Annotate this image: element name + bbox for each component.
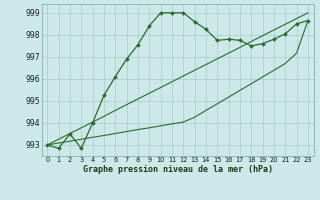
X-axis label: Graphe pression niveau de la mer (hPa): Graphe pression niveau de la mer (hPa) — [83, 165, 273, 174]
